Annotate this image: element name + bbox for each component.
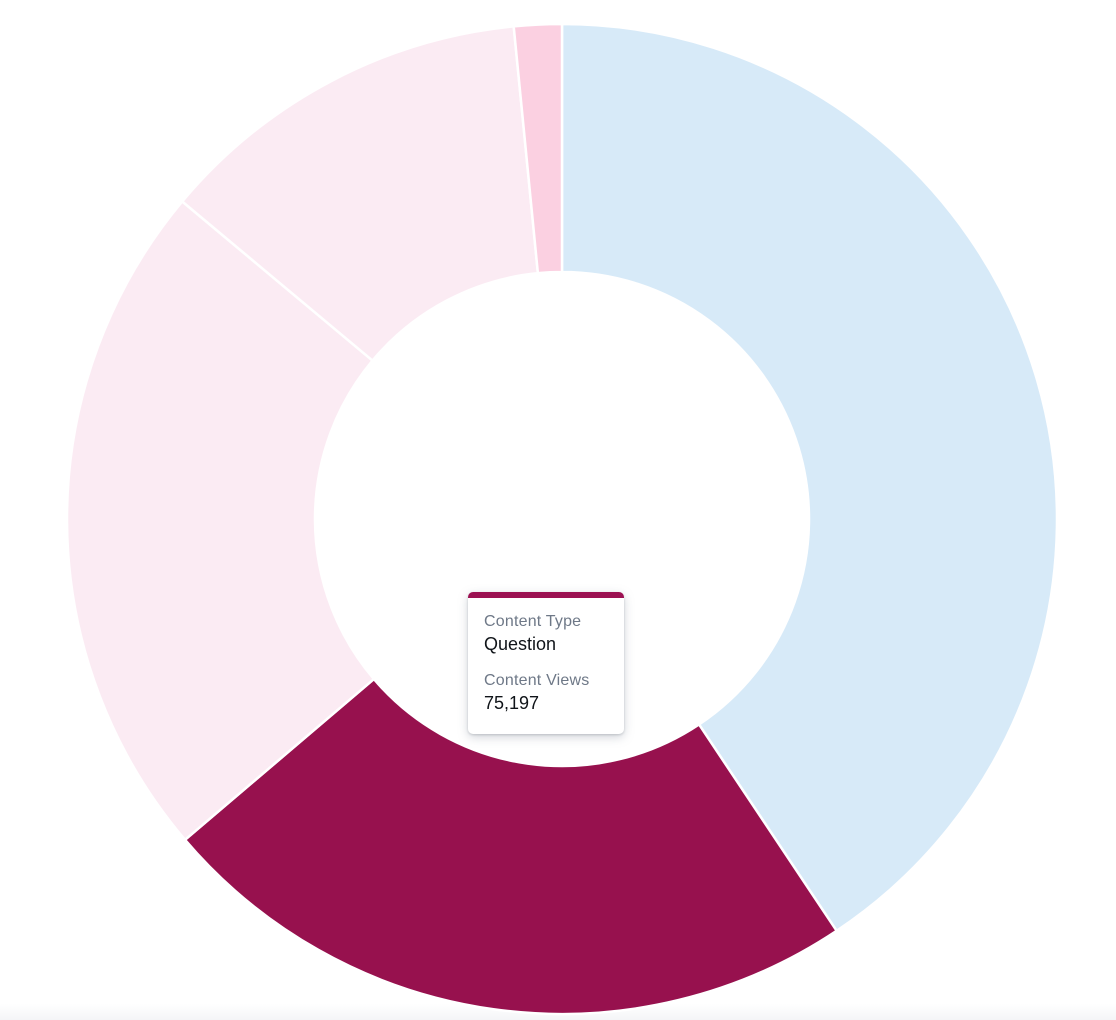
tooltip-content-type-value: Question xyxy=(484,634,557,654)
tooltip-accent-bar xyxy=(468,592,624,598)
donut-segment-segment-5[interactable] xyxy=(512,22,564,275)
tooltip-body: Content Type Question Content Views 75,1… xyxy=(468,598,624,734)
tooltip-content-type-label: Content Type xyxy=(484,613,582,630)
tooltip-content-views-label: Content Views xyxy=(484,672,590,690)
donut-segment-segment-1[interactable] xyxy=(560,22,1059,933)
donut-segment-question[interactable] xyxy=(183,677,838,1016)
donut-segment-segment-4[interactable] xyxy=(181,25,540,362)
donut-segment-segment-3[interactable] xyxy=(65,200,376,842)
tooltip-content-views-value: 75,197 xyxy=(484,693,540,714)
tooltip: Content Type Question Content Views 75,1… xyxy=(468,592,624,734)
